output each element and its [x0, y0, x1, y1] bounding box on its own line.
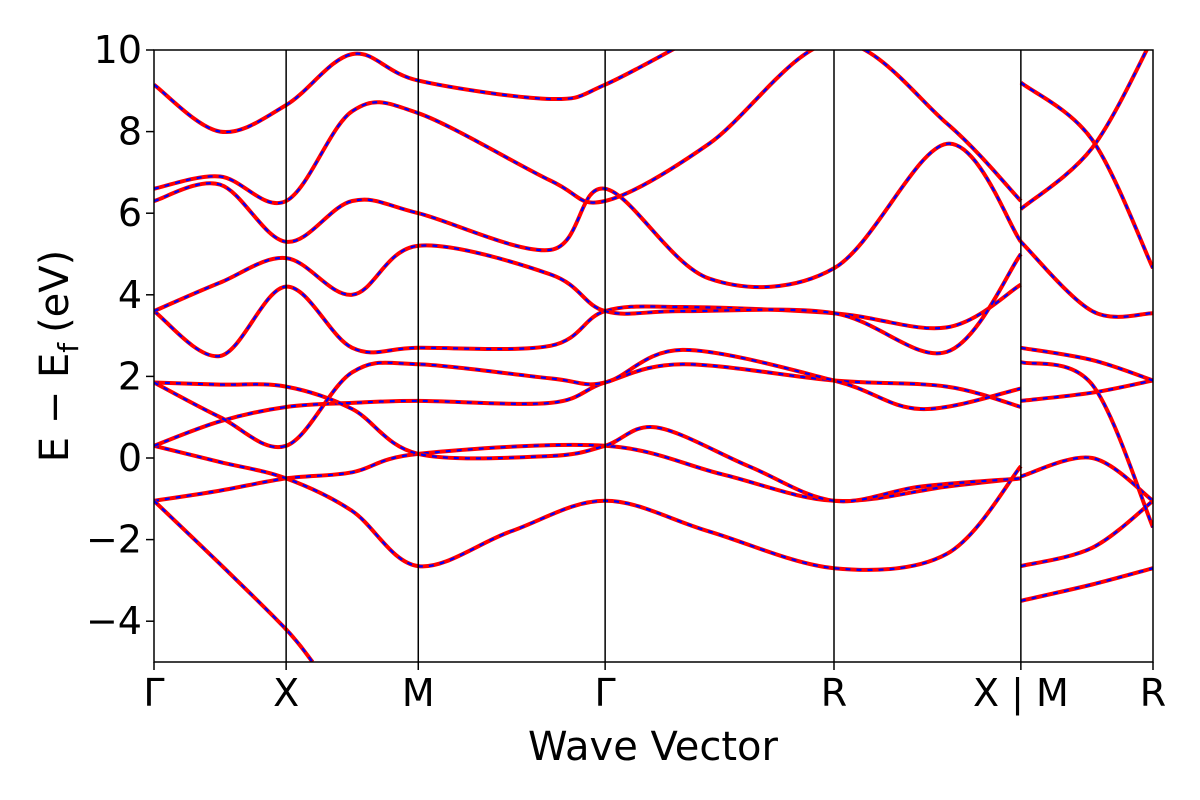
x-axis-label: Wave Vector	[528, 724, 779, 770]
band-line-overlay-6	[154, 283, 1022, 358]
x-tick-label-1: X	[273, 671, 299, 715]
x-tick-label-0: Γ	[143, 671, 164, 715]
band-line-6	[154, 282, 1022, 359]
band-line-5	[154, 347, 1022, 450]
band-line-overlay-8	[154, 142, 1022, 289]
band-line-overlay-15	[1020, 361, 1153, 528]
band-line-overlay-18	[1020, 50, 1148, 210]
band-line-14	[1020, 378, 1153, 403]
y-axis-label-main: E − E	[32, 353, 78, 463]
y-axis-label: E − Ef (eV)	[32, 250, 85, 463]
y-tick-label-0: −4	[86, 599, 142, 643]
band-line-overlay-14	[1020, 379, 1153, 402]
x-tick-label-2: M	[402, 671, 435, 715]
y-tick-label-7: 10	[94, 28, 142, 72]
y-tick-label-6: 8	[118, 110, 142, 154]
y-axis-ticks: −4 −2 0 2 4 6 8 10	[86, 28, 154, 643]
y-tick-label-1: −2	[86, 518, 142, 562]
band-line-2	[154, 443, 1023, 572]
band-line-overlay-19	[1020, 81, 1153, 269]
band-line-12	[1020, 499, 1153, 569]
band-line-13	[1020, 566, 1153, 603]
band-line-15	[1020, 360, 1153, 529]
band-line-overlay-13	[1020, 567, 1153, 602]
band-line-overlay-5	[154, 348, 1022, 449]
band-line-18	[1019, 50, 1149, 211]
band-line-19	[1019, 81, 1153, 270]
band-line-overlay-12	[1020, 499, 1153, 568]
band-line-9	[154, 50, 1023, 205]
band-line-8	[154, 141, 1023, 290]
y-tick-label-5: 6	[118, 191, 142, 235]
band-line-overlay-3	[154, 363, 1022, 447]
band-line-overlay-16	[1020, 346, 1153, 382]
y-axis-label-subscript: f	[52, 342, 85, 353]
y-tick-label-3: 2	[118, 354, 142, 398]
band-line-3	[154, 362, 1022, 448]
y-tick-label-2: 0	[118, 436, 142, 480]
band-line-overlay-9	[154, 50, 1022, 205]
band-line-overlay-2	[154, 444, 1022, 572]
band-line-overlay-10	[154, 50, 675, 134]
high-symmetry-lines-layer	[285, 50, 1022, 662]
band-line-overlay-17	[1020, 241, 1153, 318]
y-axis-label-unit: (eV)	[32, 250, 78, 333]
band-line-17	[1019, 240, 1153, 319]
band-lines-layer	[154, 50, 1153, 662]
band-line-overlay-0	[154, 443, 1022, 503]
x-tick-label-5: X | M	[973, 671, 1069, 716]
x-tick-label-6: R	[1140, 671, 1166, 715]
band-line-overlay-1	[154, 500, 314, 662]
x-axis-ticks: Γ X M Γ R X | M R	[143, 662, 1166, 716]
y-tick-label-4: 4	[118, 273, 142, 317]
x-tick-label-4: R	[821, 671, 847, 715]
plot-frame	[153, 49, 1154, 663]
x-tick-label-3: Γ	[595, 671, 616, 715]
